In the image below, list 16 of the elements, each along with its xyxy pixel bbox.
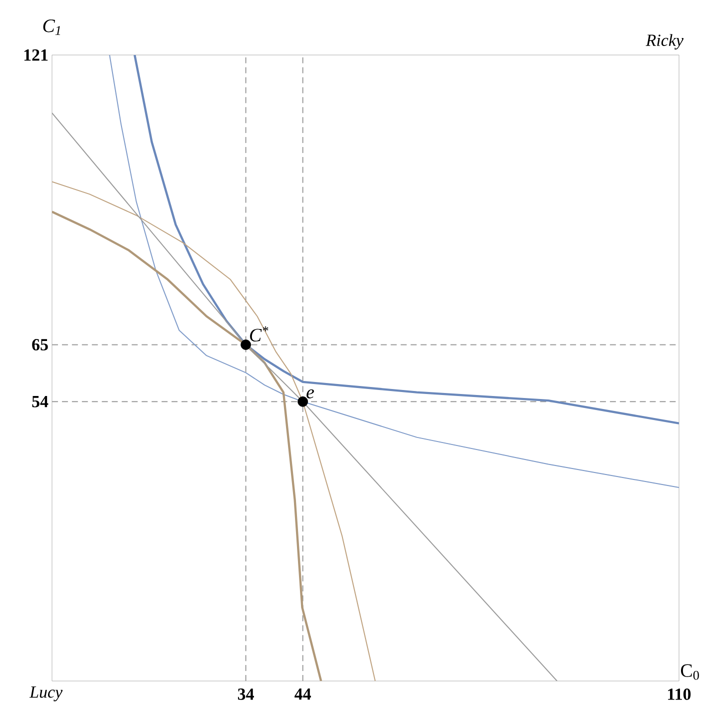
y-tick-label: 54 — [32, 396, 48, 408]
y-axis-title: C$_{1}$ — [43, 20, 60, 35]
x-axis-title: C$_{0}$ — [680, 664, 699, 680]
text: Ricky — [646, 34, 684, 50]
x-tick-label: 110 — [668, 688, 691, 700]
x-tick-label: 34 — [238, 688, 254, 700]
x-tick-label: 44 — [294, 688, 311, 700]
line-series — [52, 181, 376, 681]
annotation: e — [306, 389, 314, 398]
line-series — [52, 210, 322, 681]
y-tick-label: 121 — [24, 49, 48, 61]
annotation: C$^{*}$ — [250, 326, 268, 342]
line-series — [109, 54, 680, 488]
text: Lucy — [29, 686, 63, 702]
y-tick-label: 65 — [32, 339, 48, 350]
line-series — [134, 54, 680, 424]
